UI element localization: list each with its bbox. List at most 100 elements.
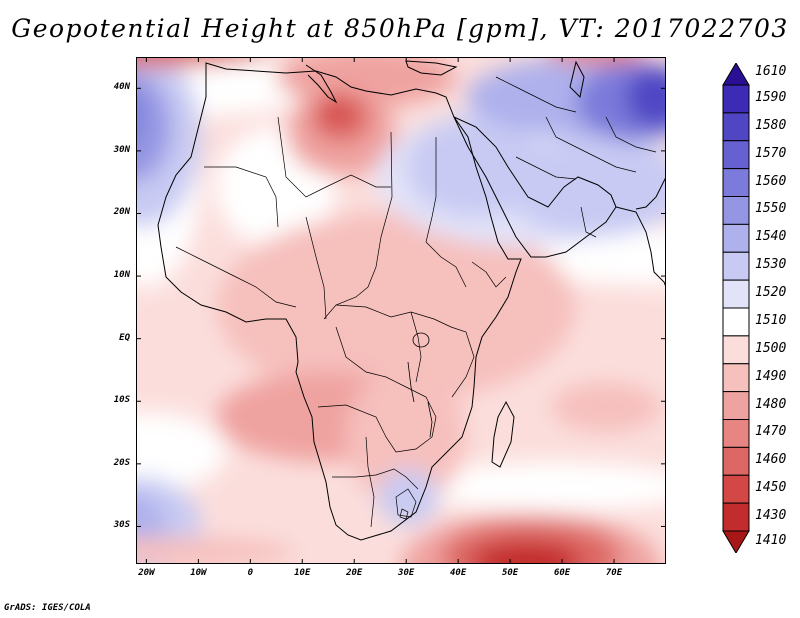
colorbar-label: 1450 bbox=[755, 480, 787, 496]
madagascar-coastline bbox=[491, 400, 515, 468]
field-blob bbox=[216, 212, 576, 402]
field-blob bbox=[626, 67, 666, 127]
lon-tick-label: 50E bbox=[501, 568, 519, 578]
colorbar-swatch bbox=[722, 196, 750, 225]
map-svg bbox=[136, 57, 666, 564]
lon-tick-label: 10E bbox=[294, 568, 311, 578]
africa-coastline bbox=[157, 62, 522, 541]
colorbar-swatch bbox=[722, 474, 750, 504]
lat-tick-label: EQ bbox=[119, 332, 130, 343]
tick-marks bbox=[136, 57, 666, 564]
colorbar-label: 1480 bbox=[755, 396, 787, 412]
colorbar-label: 1520 bbox=[755, 285, 787, 301]
lat-tick-label: 30S bbox=[113, 520, 130, 531]
lon-tick-label: 70E bbox=[605, 568, 623, 578]
colorbar-swatch bbox=[722, 168, 750, 197]
field-blob bbox=[550, 57, 642, 64]
page-title: Geopotential Height at 850hPa [gpm], VT:… bbox=[11, 14, 789, 43]
field-blob bbox=[346, 367, 466, 507]
colorbar-label: 1550 bbox=[755, 201, 787, 217]
colorbar-swatch bbox=[722, 112, 750, 142]
plot-frame bbox=[136, 57, 666, 564]
lon-tick-label: 20W bbox=[138, 568, 155, 578]
border-line bbox=[471, 261, 507, 288]
border-line bbox=[605, 116, 657, 153]
lat-tick-label: 20S bbox=[113, 457, 130, 468]
colorbar-swatch bbox=[722, 530, 750, 553]
border-line bbox=[175, 246, 297, 308]
lat-tick-label: 10S bbox=[113, 395, 130, 406]
lake-tanganyika bbox=[407, 361, 415, 403]
border-line bbox=[204, 166, 279, 228]
field-blob bbox=[551, 382, 661, 432]
border-line bbox=[332, 468, 419, 490]
border-line bbox=[323, 131, 393, 320]
field-blob bbox=[416, 462, 666, 512]
lat-tick-label: 30N bbox=[113, 144, 130, 155]
colorbar-swatch bbox=[722, 419, 750, 448]
border-line bbox=[317, 404, 433, 453]
colorbar-swatch bbox=[722, 223, 750, 253]
colorbar-label: 1580 bbox=[755, 117, 787, 133]
colorbar-label: 1410 bbox=[755, 533, 787, 548]
border-line bbox=[425, 137, 467, 288]
field-blob bbox=[322, 100, 350, 124]
italy-coastline bbox=[305, 64, 338, 104]
lake-malawi bbox=[427, 401, 433, 438]
lat-tick-label: 10N bbox=[113, 270, 130, 281]
coastlines bbox=[157, 60, 666, 541]
black-sea-coastline bbox=[405, 60, 458, 76]
colorbar-swatch bbox=[722, 391, 750, 420]
colorbar-swatch bbox=[722, 84, 750, 114]
colorbar-swatch bbox=[722, 279, 750, 309]
field-blob bbox=[506, 137, 666, 237]
colorbar-label: 1570 bbox=[755, 145, 787, 161]
border-line bbox=[305, 216, 327, 320]
height-field bbox=[136, 57, 666, 564]
colorbar-swatch bbox=[722, 63, 750, 86]
field-blob bbox=[471, 542, 581, 564]
field-blob bbox=[136, 537, 296, 564]
borders bbox=[175, 76, 657, 528]
border-line bbox=[365, 436, 375, 528]
colorbar-boxes bbox=[722, 63, 750, 553]
lon-tick-label: 0 bbox=[247, 568, 254, 578]
caspian-coastline bbox=[569, 60, 585, 99]
colorbar-label: 1510 bbox=[755, 312, 787, 328]
field-blob bbox=[378, 469, 438, 525]
border-line bbox=[515, 156, 577, 180]
lat-tick-label: 40N bbox=[113, 82, 130, 93]
colorbar-label: 1530 bbox=[755, 257, 787, 273]
field-blob bbox=[136, 57, 260, 67]
border-line bbox=[335, 326, 437, 438]
border-line bbox=[450, 326, 475, 398]
border-line bbox=[277, 116, 391, 198]
lon-tick-label: 20E bbox=[346, 568, 363, 578]
india-coastline bbox=[615, 176, 666, 288]
border-line bbox=[399, 508, 409, 520]
border-line bbox=[545, 116, 637, 173]
lon-tick-label: 40E bbox=[450, 568, 467, 578]
lon-tick-label: 60E bbox=[553, 568, 571, 578]
border-line bbox=[335, 304, 452, 328]
colorbar-label: 1610 bbox=[755, 64, 787, 79]
colorbar-swatch bbox=[722, 502, 750, 532]
colorbar-swatch bbox=[722, 335, 750, 365]
lakes bbox=[407, 332, 433, 438]
colorbar-label: 1540 bbox=[755, 229, 787, 245]
border-line bbox=[395, 488, 417, 518]
colorbar-swatch bbox=[722, 140, 750, 170]
field-blob bbox=[136, 97, 141, 137]
map-plot-area[interactable] bbox=[136, 57, 666, 564]
colorbar-label: 1490 bbox=[755, 368, 787, 384]
field-blob bbox=[136, 72, 171, 182]
lat-tick-label: 20N bbox=[113, 207, 130, 218]
colorbar-swatch bbox=[722, 251, 750, 281]
field-blob bbox=[136, 412, 226, 492]
colorbar-label: 1430 bbox=[755, 508, 787, 524]
colorbar bbox=[722, 63, 750, 553]
lon-tick-label: 10W bbox=[190, 568, 207, 578]
colorbar-label: 1470 bbox=[755, 424, 787, 440]
colorbar-label: 1460 bbox=[755, 452, 787, 468]
border-line bbox=[495, 76, 577, 113]
